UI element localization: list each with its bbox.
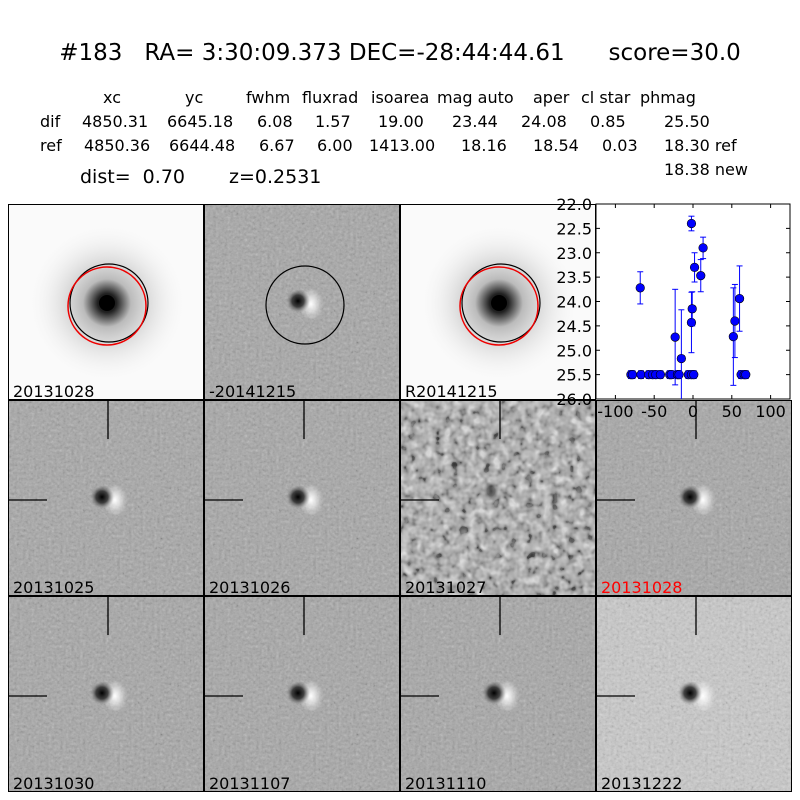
- aperture-circle: [461, 263, 541, 343]
- column-header: cl star: [581, 88, 631, 107]
- x-tick-label: 0: [688, 402, 698, 421]
- image-stamp: 20131222: [596, 596, 792, 792]
- x-tick-label: 50: [722, 402, 742, 421]
- image-stamp: R20141215: [400, 204, 596, 400]
- phmag-new: 18.38 new: [664, 160, 748, 179]
- data-point: [689, 370, 699, 380]
- data-point: [686, 218, 697, 229]
- y-tick-label: 25.5: [556, 366, 592, 385]
- y-tick-label: 24.5: [556, 317, 592, 336]
- data-point: [730, 316, 740, 326]
- ref-cell: 4850.36: [84, 136, 151, 155]
- dif-row-label: dif: [40, 112, 61, 131]
- dif-cell: 1.57: [315, 112, 351, 131]
- column-header: phmag: [640, 88, 696, 107]
- image-stamp: 20131028: [596, 400, 792, 596]
- ref-cell: 6644.48: [169, 136, 236, 155]
- x-tick-label: -100: [597, 402, 633, 421]
- stamp-date-label: 20131110: [405, 774, 487, 792]
- data-point: [636, 370, 646, 380]
- stamp-date-label: 20131026: [209, 578, 291, 596]
- redshift-value: z=0.2531: [229, 166, 322, 188]
- data-point: [655, 370, 666, 380]
- light-curve-chart: 22.0 22.5 23.0 23.5 24.0 24.5 25.0 25.5 26.0 -100…: [556, 195, 791, 421]
- dif-cell: 0.85: [590, 112, 626, 131]
- stamp-date-label: 20131030: [13, 774, 95, 792]
- image-stamp: 20131028: [8, 204, 204, 400]
- dif-cell: 23.44: [452, 112, 498, 131]
- data-point: [686, 317, 697, 328]
- dif-cell: 6645.18: [167, 112, 234, 131]
- column-header: aper: [533, 88, 570, 107]
- image-stamp: 20131030: [8, 596, 204, 792]
- aperture-circle: [265, 265, 345, 345]
- image-stamp: 20131110: [400, 596, 596, 792]
- dif-cell: 6.08: [257, 112, 293, 131]
- stamp-date-label: 20131028: [13, 382, 95, 400]
- data-point: [670, 332, 680, 342]
- data-point: [734, 293, 745, 304]
- data-point: [635, 283, 645, 293]
- ref-cell: 18.16: [461, 136, 507, 155]
- dif-cell: 4850.31: [82, 112, 149, 131]
- data-point: [696, 271, 706, 281]
- image-stamp: 20131025: [8, 400, 204, 596]
- data-point: [627, 370, 638, 380]
- y-tick-label: 22.5: [556, 219, 592, 238]
- y-tick-label: 26.0: [556, 390, 592, 409]
- match-circle: [67, 266, 147, 346]
- data-point: [698, 243, 708, 253]
- plot-area: [595, 203, 791, 400]
- x-tick-label: -50: [641, 402, 667, 421]
- column-header: mag auto: [437, 88, 514, 107]
- figure-title: #183 RA= 3:30:09.373 DEC=-28:44:44.61 sc…: [59, 40, 741, 66]
- dif-cell: 19.00: [378, 112, 424, 131]
- ref-cell: 18.30 ref: [664, 136, 737, 155]
- ref-cell: 6.00: [317, 136, 353, 155]
- y-tick-label: 25.0: [556, 341, 592, 360]
- stamp-date-label: 20131027: [405, 578, 487, 596]
- data-point: [741, 370, 751, 380]
- image-stamp: -20141215: [204, 204, 400, 400]
- stamp-date-label: 20131222: [601, 774, 683, 792]
- y-tick-label: 22.0: [556, 195, 592, 214]
- stamp-date-label: -20141215: [209, 382, 297, 400]
- data-point: [674, 370, 684, 380]
- ref-row-label: ref: [40, 136, 62, 155]
- y-tick-label: 23.0: [556, 244, 592, 263]
- column-header: fluxrad: [302, 88, 359, 107]
- distance-value: dist= 0.70: [80, 166, 185, 188]
- data-point: [689, 262, 700, 272]
- data-point: [687, 304, 697, 314]
- image-stamp: 20131107: [204, 596, 400, 792]
- aperture-circle: [69, 263, 149, 343]
- dif-cell: 25.50: [664, 112, 710, 131]
- stamp-date-label: 20131107: [209, 774, 291, 792]
- y-tick-label: 24.0: [556, 293, 592, 312]
- ref-cell: 18.54: [533, 136, 579, 155]
- column-header: fwhm: [246, 88, 291, 107]
- match-circle: [459, 266, 539, 346]
- data-point: [676, 353, 686, 364]
- column-header: yc: [185, 88, 204, 107]
- image-stamp: 20131027: [400, 400, 596, 596]
- column-header: isoarea: [371, 88, 430, 107]
- x-tick-label: 100: [755, 402, 786, 421]
- column-header: xc: [103, 88, 121, 107]
- ref-cell: 1413.00: [369, 136, 436, 155]
- stamp-date-label: 20131025: [13, 578, 95, 596]
- image-stamp: 20131026: [204, 400, 400, 596]
- dif-cell: 24.08: [521, 112, 567, 131]
- stamp-date-label: 20131028: [601, 578, 683, 596]
- data-point: [728, 332, 738, 342]
- stamp-date-label: R20141215: [405, 382, 498, 400]
- ref-cell: 6.67: [259, 136, 295, 155]
- ref-cell: 0.03: [602, 136, 638, 155]
- y-tick-label: 23.5: [556, 268, 592, 287]
